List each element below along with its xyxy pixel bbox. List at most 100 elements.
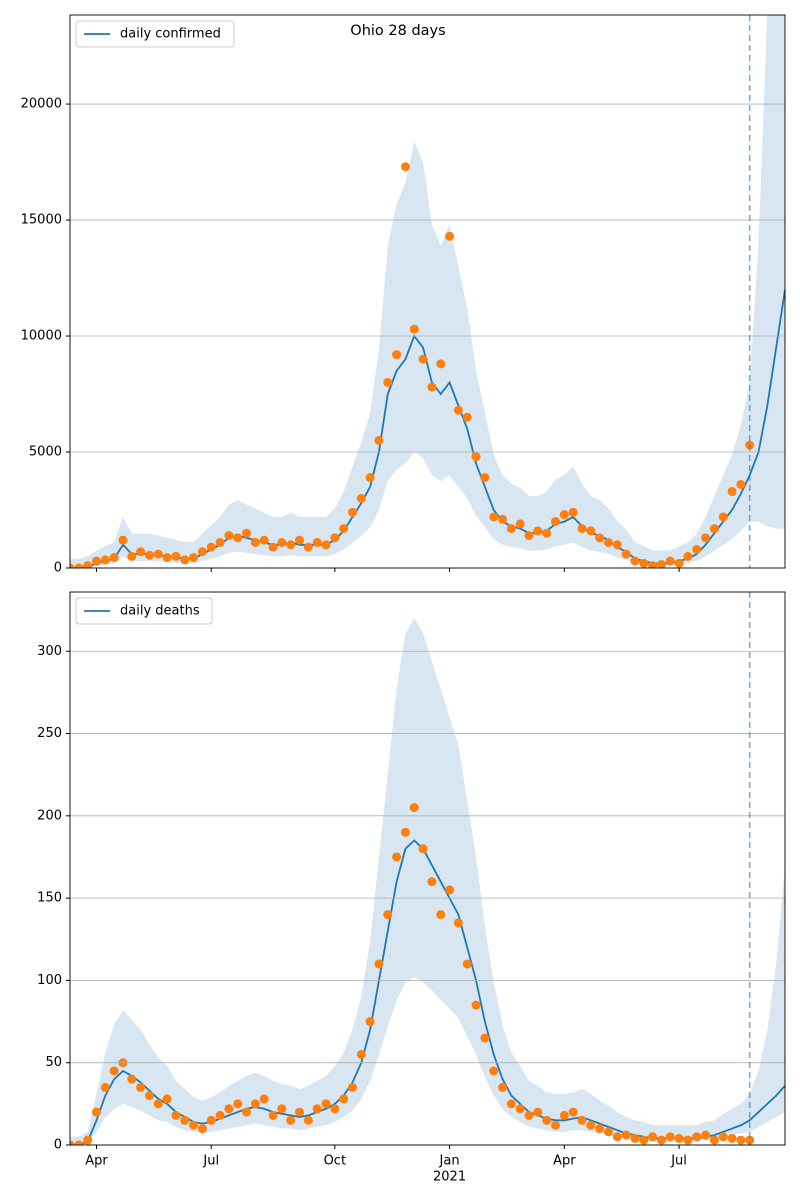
observed-point [109, 553, 119, 563]
observed-point [321, 1099, 331, 1109]
observed-point [127, 1074, 137, 1084]
observed-point [736, 479, 746, 489]
observed-point [515, 519, 525, 529]
observed-point [550, 1120, 560, 1130]
observed-point [74, 1140, 84, 1145]
observed-point [83, 1135, 93, 1145]
observed-point [180, 555, 190, 565]
observed-point [224, 1104, 234, 1114]
observed-point [445, 231, 455, 241]
observed-point [436, 910, 446, 920]
observed-point [409, 324, 419, 334]
observed-point [206, 542, 216, 552]
observed-point [648, 1132, 658, 1142]
x-tick-label: Jul [202, 1154, 219, 1169]
observed-point [259, 535, 269, 545]
observed-point [250, 537, 260, 547]
observed-point [683, 551, 693, 561]
y-tick-label: 5000 [29, 445, 62, 460]
observed-point [277, 1104, 287, 1114]
observed-point [462, 959, 472, 969]
observed-point [612, 1132, 622, 1142]
observed-point [312, 1104, 322, 1114]
observed-point [506, 524, 516, 534]
observed-point [409, 803, 419, 813]
observed-point [524, 531, 534, 541]
observed-point [330, 533, 340, 543]
observed-point [586, 1120, 596, 1130]
observed-point [144, 550, 154, 560]
observed-point [339, 1094, 349, 1104]
observed-point [462, 412, 472, 422]
observed-point [189, 1120, 199, 1130]
observed-point [233, 533, 243, 543]
observed-point [656, 560, 666, 568]
observed-point [665, 556, 675, 566]
y-tick-label: 0 [54, 1138, 62, 1153]
observed-point [312, 537, 322, 547]
y-tick-label: 0 [54, 561, 62, 576]
observed-point [595, 533, 605, 543]
observed-point [674, 1133, 684, 1143]
observed-point [392, 350, 402, 360]
observed-point [692, 1132, 702, 1142]
y-tick-label: 150 [37, 891, 62, 906]
observed-point [639, 558, 649, 568]
line [70, 289, 785, 568]
observed-point [559, 510, 569, 520]
observed-point [630, 1133, 640, 1143]
observed-point [330, 1104, 340, 1114]
observed-point [586, 526, 596, 536]
observed-point [471, 452, 481, 462]
observed-point [533, 526, 543, 536]
observed-point [471, 1000, 481, 1010]
observed-point [648, 561, 658, 568]
observed-point [144, 1091, 154, 1101]
chart-title: Ohio 28 days [350, 23, 445, 39]
observed-point [718, 1132, 728, 1142]
observed-point [268, 542, 278, 552]
observed-point [656, 1135, 666, 1145]
observed-point [542, 528, 552, 538]
observed-point [224, 531, 234, 541]
observed-point [453, 918, 463, 928]
legend-label: daily confirmed [120, 27, 221, 42]
y-tick-label: 50 [45, 1055, 62, 1070]
observed-point [665, 1132, 675, 1142]
observed-point [709, 524, 719, 534]
observed-point [83, 561, 93, 568]
observed-point [197, 547, 207, 557]
axes-frame [69, 591, 786, 1146]
observed-point [515, 1104, 525, 1114]
observed-point [286, 1115, 296, 1125]
observed-point [577, 524, 587, 534]
y-tick-label: 15000 [21, 213, 62, 228]
x-tick-label: Apr [85, 1154, 108, 1169]
observed-point [100, 555, 110, 565]
observed-point [180, 1115, 190, 1125]
observed-point [109, 1066, 119, 1076]
observed-point [286, 540, 296, 550]
observed-point [303, 1115, 313, 1125]
observed-point [489, 512, 499, 522]
observed-point [639, 1135, 649, 1145]
observed-point [250, 1099, 260, 1109]
observed-point [603, 537, 613, 547]
observed-point [321, 540, 331, 550]
y-tick-label: 20000 [21, 97, 62, 112]
observed-point [418, 844, 428, 854]
observed-point [347, 507, 357, 517]
observed-point [692, 544, 702, 554]
observed-point [674, 558, 684, 568]
y-tick-label: 100 [37, 973, 62, 988]
observed-point [91, 556, 101, 566]
y-tick-label: 250 [37, 726, 62, 741]
observed-point [436, 359, 446, 369]
x-tick-label: Apr [553, 1154, 576, 1169]
observed-point [542, 1115, 552, 1125]
y-tick-label: 200 [37, 808, 62, 823]
observed-point [568, 507, 578, 517]
observed-point [100, 1082, 110, 1092]
observed-point [374, 959, 384, 969]
